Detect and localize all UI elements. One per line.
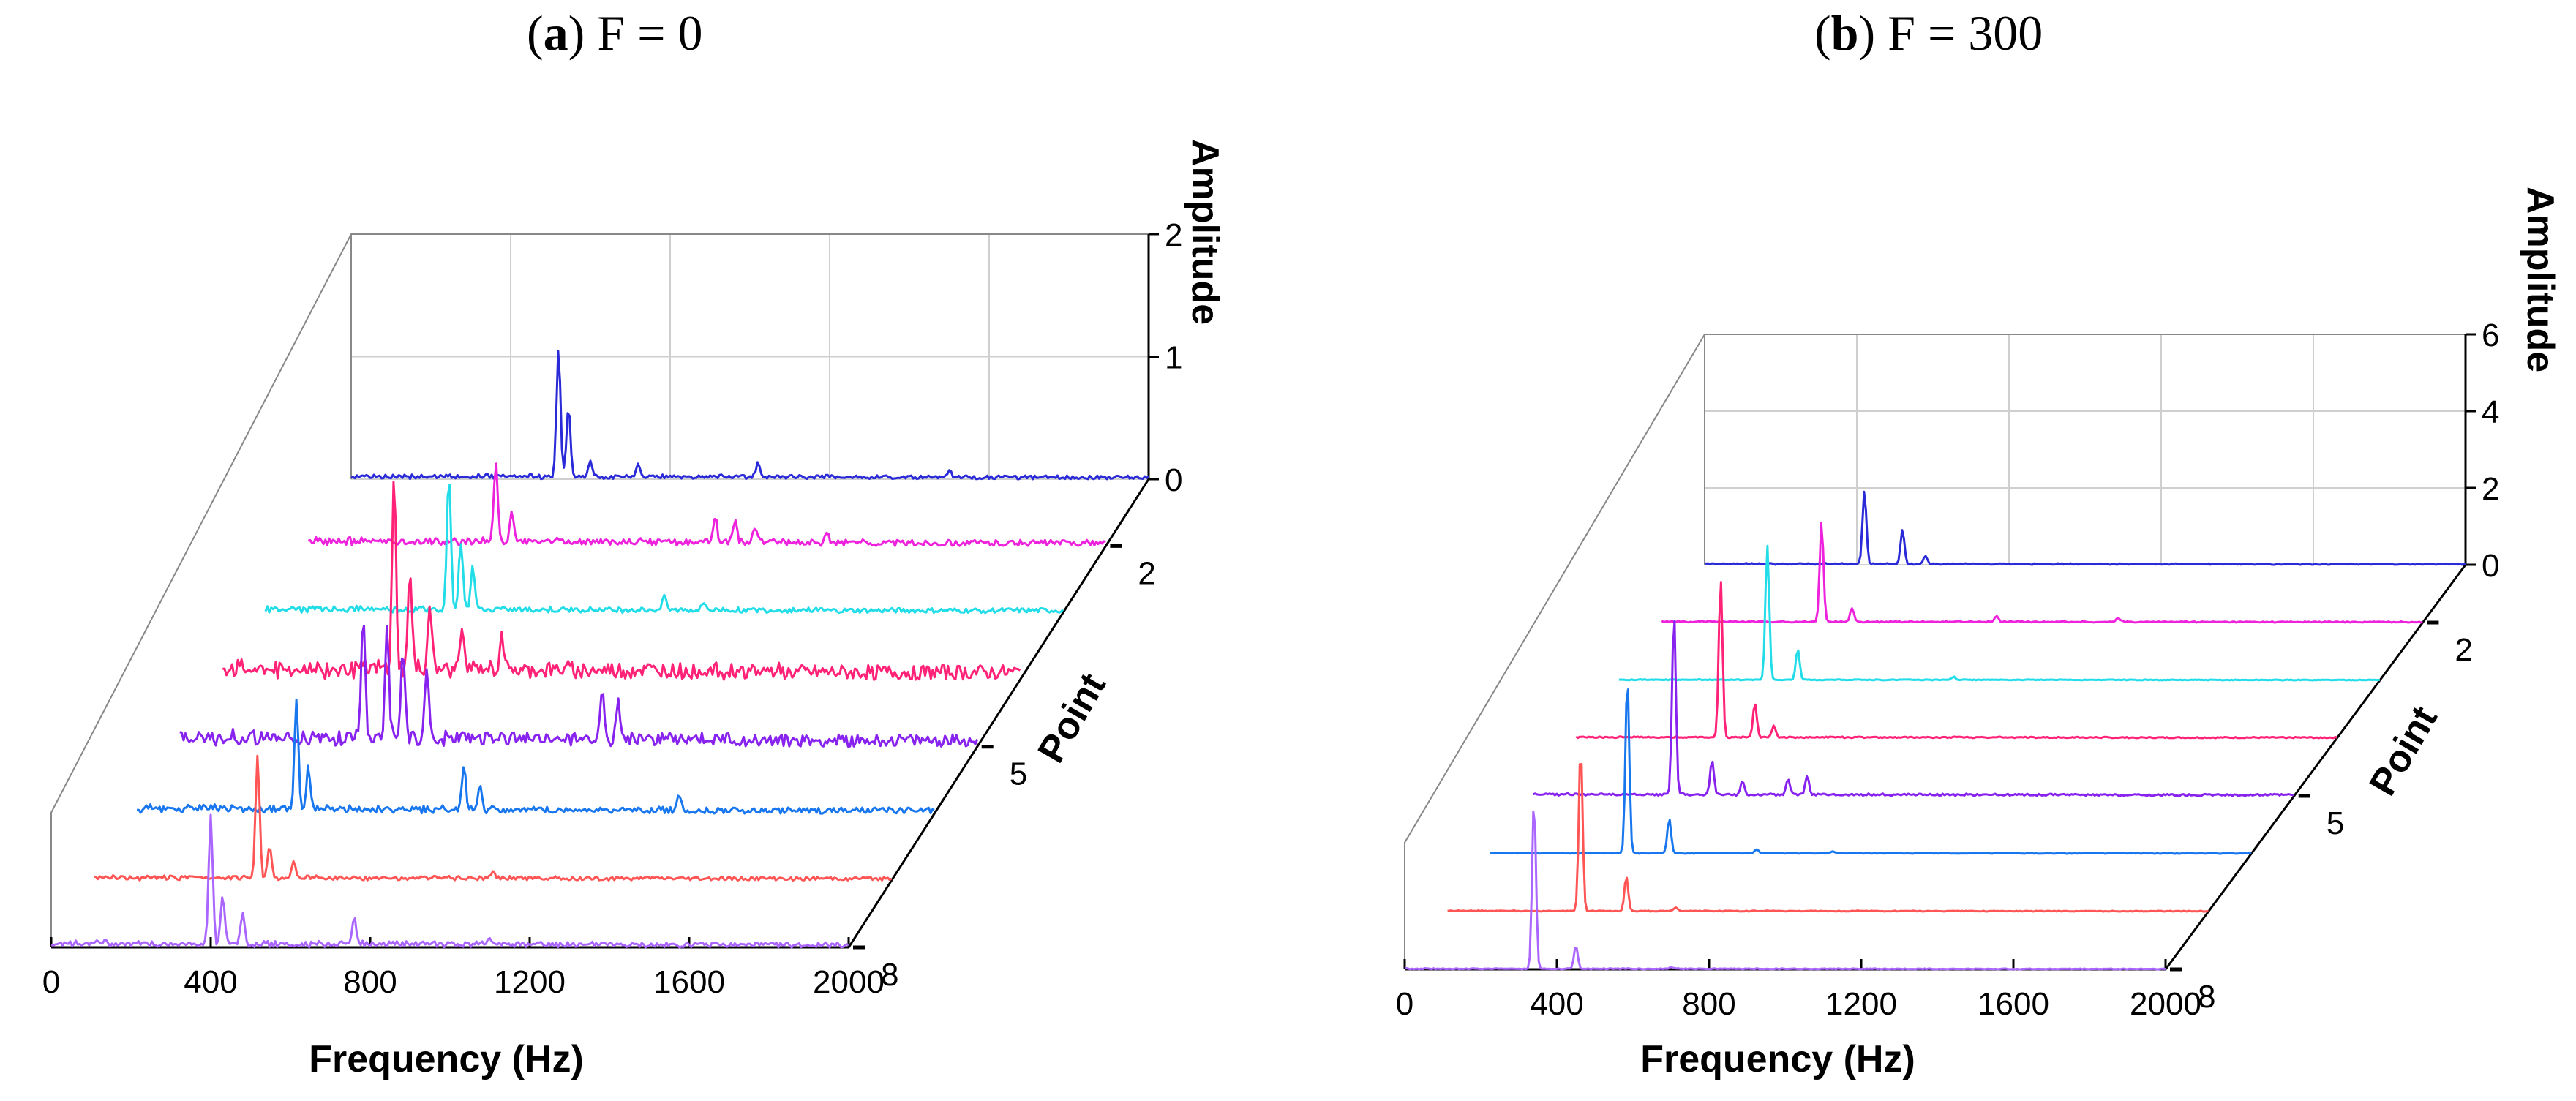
axis-frame — [50, 233, 1150, 949]
panel-2-plot: 0 400 800 1200 1600 2000 0 2 4 6 2 5 8 Frequency (Hz)… — [1396, 187, 2561, 1081]
x-axis-label: Frequency (Hz) — [1640, 1038, 1915, 1081]
series-line-point-3 — [1618, 544, 2380, 682]
box-edge — [50, 233, 1149, 947]
series-line-point-8 — [50, 813, 849, 949]
series-line-point-2 — [308, 462, 1106, 547]
series-line-point-1 — [1704, 490, 2466, 566]
z-tick-label: 1 — [1165, 340, 1182, 376]
point-tick-label: 2 — [2455, 632, 2472, 668]
point-axis-label: Point — [2362, 699, 2446, 803]
x-tick-label: 800 — [1682, 986, 1735, 1022]
point-tick-label: 8 — [2198, 979, 2215, 1015]
z-axis-label: Amplitude — [2519, 187, 2561, 372]
series-line-point-4 — [1575, 581, 2337, 740]
series-line-point-7 — [1447, 763, 2209, 913]
box-edge — [1404, 334, 2466, 969]
panel-1-plot: 0 400 800 1200 1600 2000 0 1 2 2 5 8 Frequency (Hz) A… — [42, 139, 1226, 1081]
point-tick-label: 2 — [1138, 555, 1155, 591]
panel-a-title-text: F = 0 — [585, 5, 703, 61]
x-tick-label: 400 — [184, 964, 237, 1000]
z-tick-label: 0 — [2482, 548, 2499, 584]
x-tick-label: 1200 — [494, 964, 566, 1000]
floor-edge — [1405, 564, 2467, 971]
series-line-point-4 — [222, 481, 1021, 681]
x-tick-label: 2000 — [2130, 986, 2201, 1022]
z-tick-label: 0 — [1165, 462, 1182, 498]
panel-a-letter: a — [543, 5, 568, 61]
series-line-point-6 — [136, 698, 935, 815]
z-axis-label: Amplitude — [1184, 139, 1226, 325]
x-tick-label: 2000 — [813, 964, 885, 1000]
series-line-point-7 — [94, 754, 893, 882]
point-tick-label: 5 — [1010, 756, 1027, 792]
point-tick-label: 8 — [881, 957, 898, 993]
x-axis-label: Frequency (Hz) — [309, 1038, 584, 1081]
x-tick-label: 1200 — [1825, 986, 1897, 1022]
panel-b-title-text: F = 300 — [1875, 5, 2043, 61]
z-tick-label: 6 — [2482, 317, 2499, 353]
series-line-point-6 — [1490, 688, 2252, 855]
series-line-point-5 — [179, 624, 979, 748]
series-line-point-1 — [350, 350, 1149, 481]
point-axis-label: Point — [1030, 666, 1114, 770]
x-tick-label: 1600 — [1978, 986, 2049, 1022]
series-line-point-8 — [1404, 811, 2166, 971]
x-tick-label: 400 — [1530, 986, 1583, 1022]
back-grid — [350, 233, 1149, 480]
series-line-point-5 — [1533, 620, 2294, 797]
x-tick-label: 0 — [1396, 986, 1413, 1022]
series-line-point-2 — [1661, 522, 2423, 624]
z-tick-label: 4 — [2482, 394, 2499, 430]
z-tick-label: 2 — [1165, 217, 1182, 253]
panel-b-letter: b — [1830, 5, 1859, 61]
panel-a-title: (a) F = 0 — [527, 5, 703, 61]
panel-b-title: (b) F = 300 — [1814, 5, 2043, 61]
series-line-point-3 — [264, 484, 1064, 615]
x-tick-label: 1600 — [653, 964, 725, 1000]
axis-frame — [1404, 334, 2467, 971]
x-tick-label: 0 — [42, 964, 60, 1000]
z-tick-label: 2 — [2482, 471, 2499, 507]
point-tick-label: 5 — [2327, 805, 2344, 841]
back-grid — [1704, 334, 2466, 565]
x-tick-label: 800 — [343, 964, 397, 1000]
